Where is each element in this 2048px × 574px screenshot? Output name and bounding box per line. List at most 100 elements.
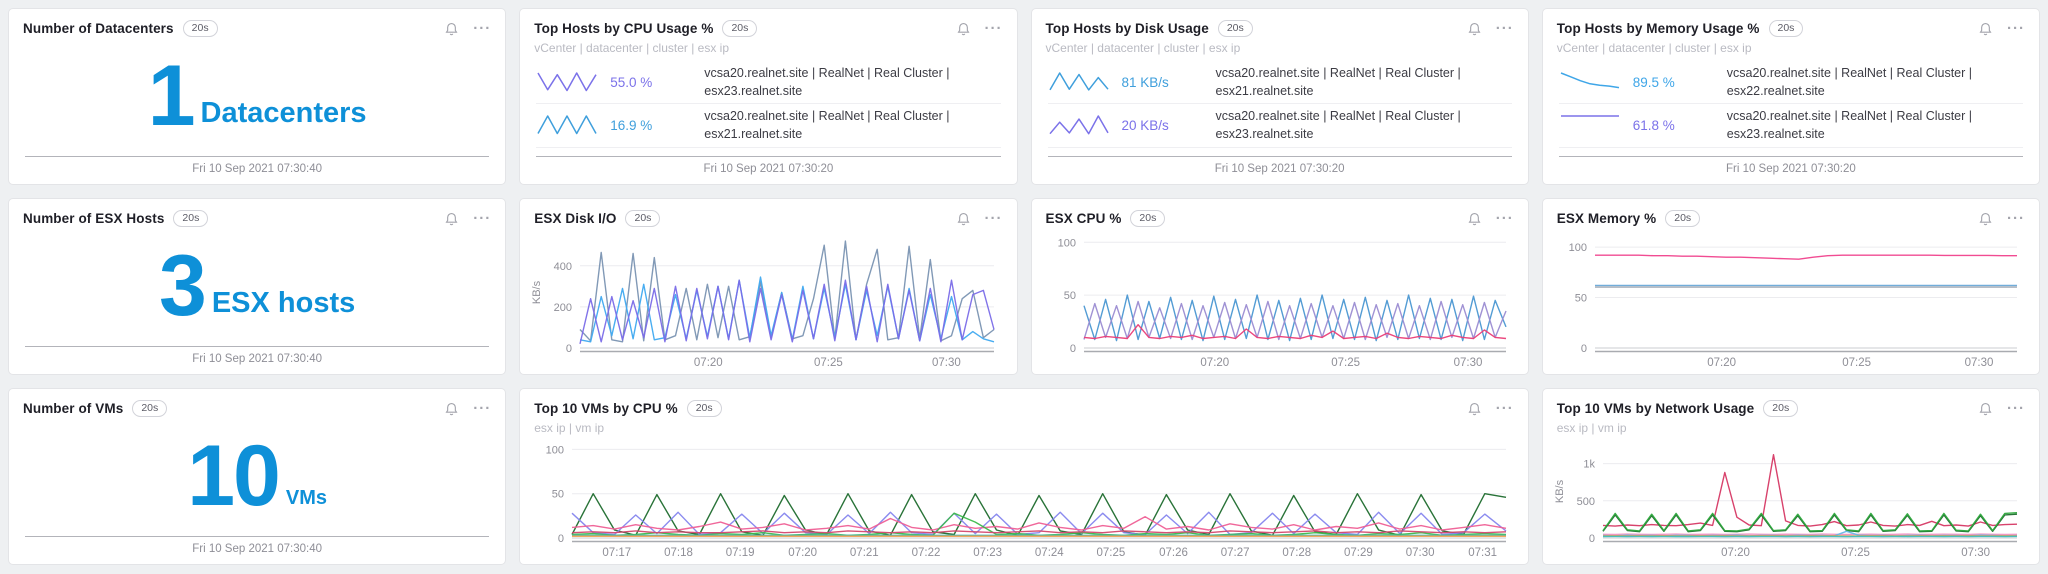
bell-icon[interactable] <box>956 211 971 227</box>
bell-icon[interactable] <box>1978 211 1993 227</box>
panel-title: Top Hosts by Memory Usage % <box>1556 21 1760 36</box>
panel-top10-vms-cpu: Top 10 VMs by CPU % 20s ··· esx ip | vm … <box>519 388 1529 565</box>
svg-text:07:21: 07:21 <box>850 547 879 559</box>
more-menu-icon[interactable]: ··· <box>2007 209 2025 227</box>
more-menu-icon[interactable]: ··· <box>1495 399 1514 417</box>
panel-title: Number of VMs <box>23 401 124 416</box>
panel-header: ESX Memory % 20s ··· <box>1543 199 2039 227</box>
more-menu-icon[interactable]: ··· <box>984 19 1003 37</box>
bell-icon[interactable] <box>1467 211 1482 227</box>
panel-timestamp: Fri 10 Sep 2021 07:30:40 <box>25 346 490 374</box>
svg-text:50: 50 <box>1063 290 1075 302</box>
single-value-unit: ESX hosts <box>211 287 356 320</box>
panel-title: ESX CPU % <box>1045 211 1122 226</box>
bell-icon[interactable] <box>444 401 459 417</box>
more-menu-icon[interactable]: ··· <box>473 399 492 417</box>
panel-subtitle: esx ip | vm ip <box>534 421 605 435</box>
svg-text:KB/s: KB/s <box>1554 479 1566 503</box>
svg-text:07:20: 07:20 <box>789 547 818 559</box>
panel-header: ESX CPU % 20s ··· <box>1032 199 1528 227</box>
panel-header: ESX Disk I/O 20s ··· <box>520 199 1016 227</box>
svg-text:0: 0 <box>566 343 572 355</box>
panel-top10-vms-network: Top 10 VMs by Network Usage 20s ··· esx … <box>1541 388 2040 565</box>
sparkline <box>536 68 604 96</box>
panel-top-hosts-memory: Top Hosts by Memory Usage % 20s ··· vCen… <box>1541 8 2040 185</box>
svg-text:07:30: 07:30 <box>1964 357 1993 369</box>
panel-esx-cpu: ESX CPU % 20s ··· 0 50 100 07:20 07:25 07:30 <box>1030 198 1529 375</box>
svg-text:07:24: 07:24 <box>1035 547 1064 559</box>
line-chart-top10-vms-network: 0 500 1k 07:20 07:25 07:30 KB/s <box>1551 437 2033 560</box>
line-chart-top10-vms-cpu: 0 50 100 07:17 07:18 07:19 07:20 07:21 07:22 07:2… <box>528 437 1522 560</box>
panel-header: Number of Datacenters 20s ··· <box>9 9 505 37</box>
bell-icon[interactable] <box>956 21 971 37</box>
svg-text:07:25: 07:25 <box>1097 547 1126 559</box>
metric-value: 89.5 % <box>1632 74 1675 90</box>
table-row: 89.5 % vcsa20.realnet.site | RealNet | R… <box>1558 61 2023 105</box>
single-value-number: 3 <box>158 237 207 334</box>
more-menu-icon[interactable]: ··· <box>1495 209 1514 227</box>
sparkline <box>536 111 604 139</box>
svg-text:400: 400 <box>554 261 572 273</box>
host-path: vcsa20.realnet.site | RealNet | Real Clu… <box>1215 66 1461 99</box>
svg-text:07:28: 07:28 <box>1283 547 1312 559</box>
panel-number-of-vms: Number of VMs 20s ··· 10 VMs Fri 10 Sep … <box>8 388 507 565</box>
metric-value: 61.8 % <box>1632 117 1675 133</box>
svg-text:07:23: 07:23 <box>973 547 1002 559</box>
svg-text:0: 0 <box>1581 343 1587 355</box>
svg-text:200: 200 <box>554 302 572 314</box>
more-menu-icon[interactable]: ··· <box>984 209 1003 227</box>
sparkline <box>1048 68 1116 96</box>
panel-header: Top Hosts by CPU Usage % 20s ··· vCenter… <box>520 9 1016 55</box>
svg-text:07:30: 07:30 <box>1961 547 1990 559</box>
more-menu-icon[interactable]: ··· <box>1495 19 1514 37</box>
svg-text:07:17: 07:17 <box>603 547 632 559</box>
refresh-interval-badge: 20s <box>1763 400 1799 417</box>
table-row: 61.8 % vcsa20.realnet.site | RealNet | R… <box>1558 104 2023 148</box>
svg-text:100: 100 <box>1057 237 1075 249</box>
more-menu-icon[interactable]: ··· <box>2007 399 2025 417</box>
host-path: vcsa20.realnet.site | RealNet | Real Clu… <box>1726 66 1973 99</box>
bell-icon[interactable] <box>1467 401 1482 417</box>
svg-text:07:20: 07:20 <box>1721 547 1750 559</box>
more-menu-icon[interactable]: ··· <box>473 209 492 227</box>
refresh-interval-badge: 20s <box>1217 20 1253 37</box>
metric-value: 55.0 % <box>610 74 653 90</box>
bell-icon[interactable] <box>1978 21 1993 37</box>
svg-text:07:30: 07:30 <box>1453 357 1482 369</box>
svg-text:07:19: 07:19 <box>726 547 755 559</box>
more-menu-icon[interactable]: ··· <box>473 19 492 37</box>
svg-text:07:30: 07:30 <box>932 357 961 369</box>
svg-text:100: 100 <box>1568 242 1586 254</box>
refresh-interval-badge: 20s <box>1665 210 1701 227</box>
panel-title: ESX Memory % <box>1556 211 1657 226</box>
line-chart-esx-memory: 0 50 100 07:20 07:25 07:30 <box>1551 229 2033 370</box>
host-path: vcsa20.realnet.site | RealNet | Real Clu… <box>704 109 950 142</box>
panel-number-of-esx-hosts: Number of ESX Hosts 20s ··· 3 ESX hosts … <box>8 198 507 375</box>
panel-title: Top 10 VMs by CPU % <box>534 401 678 416</box>
bell-icon[interactable] <box>1467 21 1482 37</box>
single-value-number: 10 <box>187 427 281 524</box>
panel-timestamp: Fri 10 Sep 2021 07:30:20 <box>536 156 1001 184</box>
svg-text:07:18: 07:18 <box>664 547 693 559</box>
panel-top-hosts-cpu: Top Hosts by CPU Usage % 20s ··· vCenter… <box>519 8 1018 185</box>
refresh-interval-badge: 20s <box>722 20 758 37</box>
panel-esx-disk-io: ESX Disk I/O 20s ··· 0 200 400 07:20 07:25 07… <box>519 198 1018 375</box>
svg-text:07:26: 07:26 <box>1159 547 1188 559</box>
svg-text:07:25: 07:25 <box>1841 547 1870 559</box>
panel-header: Number of VMs 20s ··· <box>9 389 505 417</box>
refresh-interval-badge: 20s <box>1130 210 1166 227</box>
metric-value: 16.9 % <box>610 117 653 133</box>
bell-icon[interactable] <box>444 211 459 227</box>
more-menu-icon[interactable]: ··· <box>2007 19 2025 37</box>
table-row: 81 KB/s vcsa20.realnet.site | RealNet | … <box>1047 61 1512 105</box>
panel-timestamp: Fri 10 Sep 2021 07:30:40 <box>25 536 490 564</box>
bell-icon[interactable] <box>444 21 459 37</box>
single-value: 3 ESX hosts <box>9 227 505 346</box>
bell-icon[interactable] <box>1978 401 1993 417</box>
panel-header: Top Hosts by Memory Usage % 20s ··· vCen… <box>1543 9 2039 55</box>
panel-title: ESX Disk I/O <box>534 211 617 226</box>
svg-text:07:30: 07:30 <box>1406 547 1435 559</box>
svg-text:100: 100 <box>546 444 564 456</box>
table-row: 16.9 % vcsa20.realnet.site | RealNet | R… <box>536 104 1001 148</box>
